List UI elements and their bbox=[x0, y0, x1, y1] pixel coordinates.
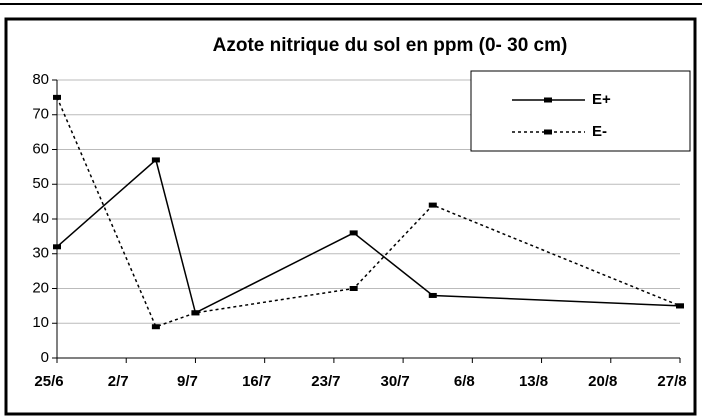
y-tick-label: 10 bbox=[32, 314, 49, 331]
y-tick-label: 70 bbox=[32, 106, 49, 123]
marker bbox=[53, 244, 61, 250]
y-tick-label: 0 bbox=[41, 349, 49, 366]
chart-title: Azote nitrique du sol en ppm (0- 30 cm) bbox=[213, 35, 568, 56]
x-tick-label: 27/8 bbox=[657, 373, 686, 390]
y-tick-label: 80 bbox=[32, 71, 49, 88]
y-tick-label: 50 bbox=[32, 175, 49, 192]
y-tick-label: 20 bbox=[32, 279, 49, 296]
legend-label: E+ bbox=[592, 91, 611, 108]
x-tick-label: 23/7 bbox=[311, 373, 340, 390]
x-tick-label: 30/7 bbox=[381, 373, 410, 390]
marker bbox=[349, 286, 358, 291]
legend-label: E- bbox=[592, 123, 607, 140]
x-tick-label: 13/8 bbox=[519, 373, 548, 390]
y-tick-label: 40 bbox=[32, 210, 49, 227]
marker bbox=[151, 324, 160, 330]
y-tick-label: 60 bbox=[32, 140, 49, 157]
x-tick-label: 9/7 bbox=[177, 373, 198, 390]
legend-marker bbox=[544, 97, 552, 103]
marker bbox=[53, 94, 61, 100]
x-tick-label: 20/8 bbox=[588, 373, 617, 390]
x-tick-label: 2/7 bbox=[108, 373, 129, 390]
x-tick-label: 16/7 bbox=[242, 373, 271, 390]
legend-marker bbox=[544, 129, 552, 135]
x-tick-label: 6/8 bbox=[454, 373, 475, 390]
marker bbox=[191, 310, 200, 316]
legend bbox=[470, 70, 691, 152]
y-tick-label: 30 bbox=[32, 245, 49, 262]
marker bbox=[428, 292, 437, 298]
series-line bbox=[56, 158, 681, 314]
marker bbox=[349, 230, 358, 236]
marker bbox=[428, 202, 437, 208]
x-tick-label: 25/6 bbox=[34, 373, 63, 390]
marker bbox=[151, 157, 160, 163]
marker bbox=[676, 303, 684, 309]
